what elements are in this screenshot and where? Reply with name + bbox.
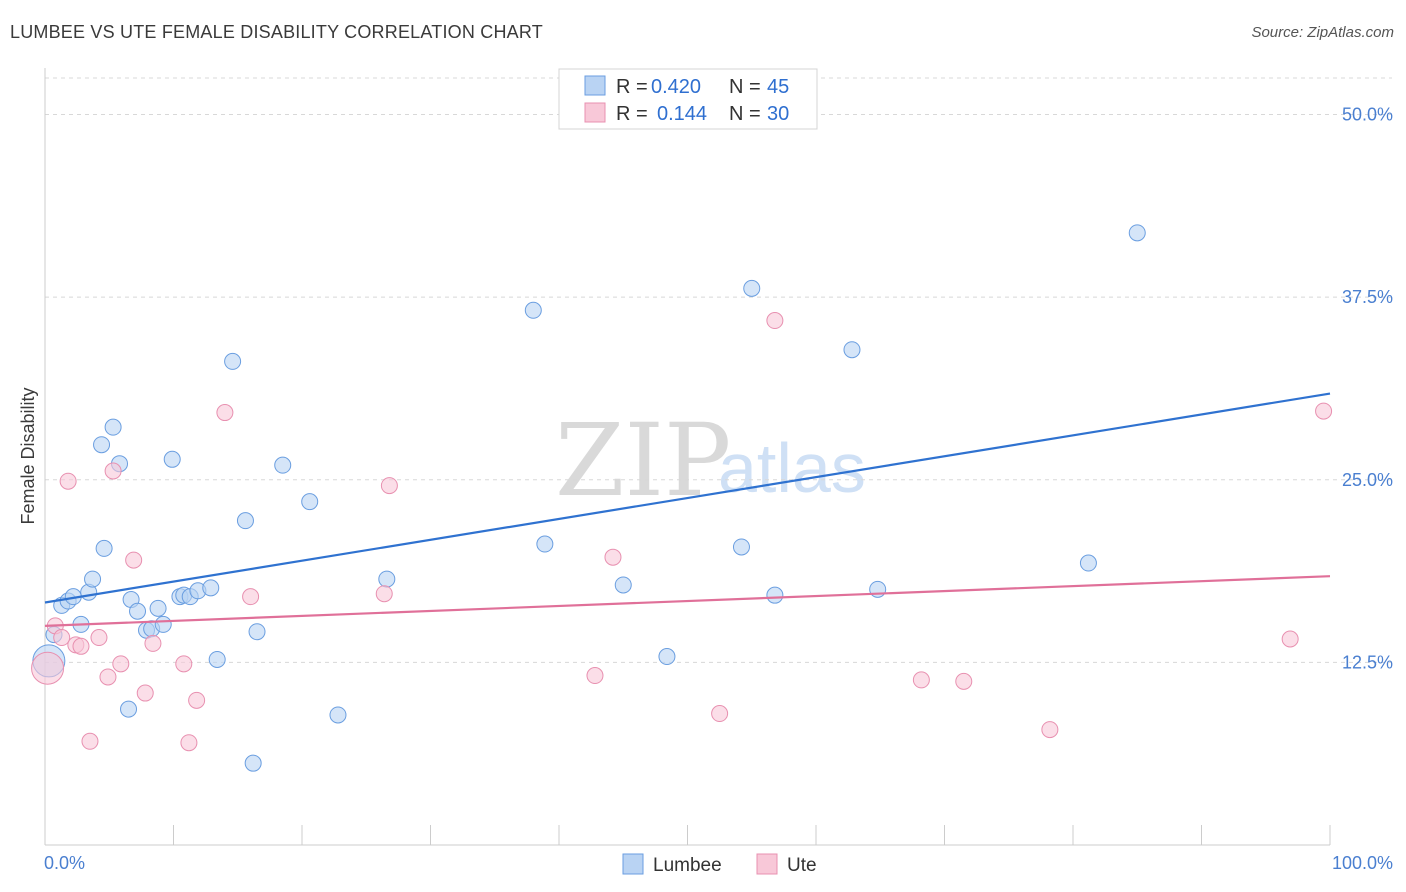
point-lumbee: [202, 579, 220, 597]
stats-lumbee-n-value: 45: [767, 76, 789, 98]
point-ute: [604, 548, 622, 566]
point-lumbee: [378, 570, 396, 588]
x-tick-label-min: 0.0%: [44, 853, 85, 873]
y-axis-label: Female Disability: [18, 387, 38, 524]
point-ute: [31, 651, 65, 685]
y-tick-label: 25.0%: [1342, 470, 1393, 490]
legend-label-lumbee: Lumbee: [653, 855, 722, 876]
point-lumbee: [163, 450, 181, 468]
point-lumbee: [248, 623, 266, 641]
trend-lines: [44, 392, 1331, 627]
point-lumbee: [154, 615, 172, 633]
stats-lumbee-r-value: 0.420: [651, 76, 701, 98]
y-tick-label: 50.0%: [1342, 105, 1393, 125]
chart-title: LUMBEE VS UTE FEMALE DISABILITY CORRELAT…: [10, 22, 543, 42]
stats-box: R = 0.420 N = 45 R = 0.144 N = 30: [558, 68, 818, 130]
point-ute: [112, 655, 130, 673]
series-ute-points: [31, 312, 1333, 752]
stats-lumbee-n-label: N =: [729, 76, 761, 98]
point-lumbee: [84, 570, 102, 588]
x-tick-label-max: 100.0%: [1332, 853, 1393, 873]
point-lumbee: [274, 456, 292, 474]
point-lumbee: [1079, 554, 1097, 572]
legend: Lumbee Ute: [622, 853, 817, 876]
point-lumbee: [236, 512, 254, 530]
point-ute: [81, 732, 99, 750]
point-ute: [375, 585, 393, 603]
point-lumbee: [843, 341, 861, 359]
y-tick-label: 37.5%: [1342, 287, 1393, 307]
point-ute: [90, 629, 108, 647]
point-lumbee: [524, 301, 542, 319]
point-ute: [136, 684, 154, 702]
point-ute: [175, 655, 193, 673]
legend-swatch-lumbee: [622, 853, 644, 875]
legend-swatch-ute: [756, 853, 778, 875]
point-ute: [955, 672, 973, 690]
point-ute: [380, 477, 398, 495]
stats-swatch-lumbee: [584, 75, 606, 96]
point-lumbee: [301, 493, 319, 511]
point-lumbee: [208, 650, 226, 668]
point-ute: [72, 637, 90, 655]
watermark-atlas: atlas: [718, 429, 866, 507]
y-tick-labels: 12.5% 25.0% 37.5% 50.0%: [1342, 105, 1393, 673]
point-ute: [216, 404, 234, 422]
x-ticks: [44, 825, 1331, 845]
point-lumbee: [536, 535, 554, 553]
point-lumbee: [658, 648, 676, 666]
point-ute: [766, 312, 784, 330]
point-lumbee: [732, 538, 750, 556]
point-lumbee: [614, 576, 632, 594]
point-ute: [1315, 402, 1333, 420]
stats-lumbee-r-label: R =: [616, 76, 648, 98]
gridlines: [45, 77, 1392, 663]
point-ute: [180, 734, 198, 752]
stats-ute-r-value: 0.144: [657, 103, 707, 125]
point-ute: [242, 588, 260, 606]
point-lumbee: [129, 602, 147, 620]
point-ute: [912, 671, 930, 689]
point-ute: [711, 705, 729, 723]
legend-label-ute: Ute: [787, 855, 817, 876]
point-ute: [53, 629, 71, 647]
watermark-zip: ZIP: [555, 402, 731, 519]
point-lumbee: [149, 599, 167, 617]
point-ute: [99, 668, 117, 686]
point-lumbee: [93, 436, 111, 454]
stats-ute-r-label: R =: [616, 103, 648, 125]
point-lumbee: [329, 706, 347, 724]
point-lumbee: [104, 418, 122, 436]
y-tick-label: 12.5%: [1342, 652, 1393, 672]
point-ute: [144, 634, 162, 652]
trend-line-ute: [44, 575, 1331, 627]
stats-swatch-ute: [584, 102, 606, 123]
point-ute: [104, 462, 122, 480]
point-lumbee: [95, 539, 113, 557]
point-ute: [586, 667, 604, 685]
stats-ute-n-value: 30: [767, 103, 789, 125]
point-lumbee: [224, 352, 242, 370]
point-lumbee: [120, 700, 138, 718]
source-label: Source: ZipAtlas.com: [1251, 24, 1394, 41]
point-lumbee: [743, 279, 761, 297]
point-ute: [1041, 721, 1059, 739]
point-lumbee: [766, 586, 784, 604]
point-ute: [1281, 630, 1299, 648]
point-lumbee: [244, 754, 262, 772]
point-ute: [59, 472, 77, 490]
stats-ute-n-label: N =: [729, 103, 761, 125]
point-ute: [188, 691, 206, 709]
point-lumbee: [1128, 224, 1146, 242]
trend-line-lumbee: [44, 392, 1331, 604]
point-ute: [125, 551, 143, 569]
